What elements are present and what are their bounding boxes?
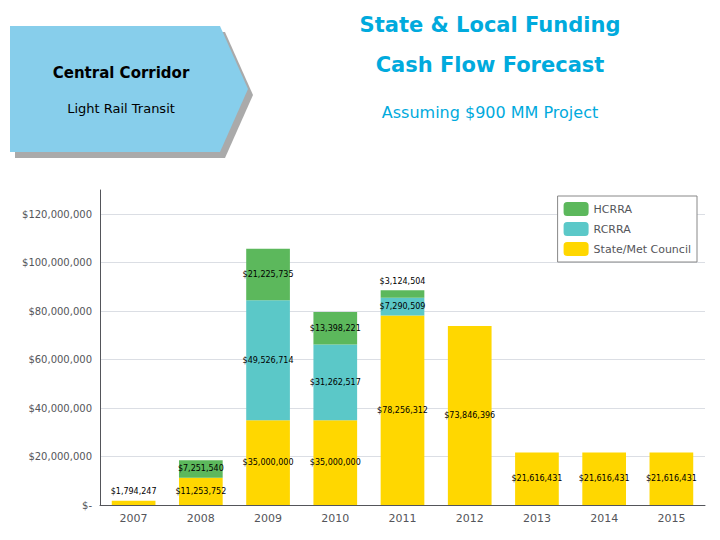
svg-text:HCRRA: HCRRA (594, 203, 633, 216)
svg-text:$60,000,000: $60,000,000 (28, 354, 92, 365)
svg-text:$1,794,247: $1,794,247 (111, 487, 157, 496)
svg-text:$21,616,431: $21,616,431 (511, 474, 562, 483)
svg-text:2011: 2011 (389, 512, 417, 525)
svg-text:$13,398,221: $13,398,221 (310, 324, 361, 333)
svg-text:2008: 2008 (187, 512, 215, 525)
svg-text:$40,000,000: $40,000,000 (28, 403, 92, 414)
svg-text:$20,000,000: $20,000,000 (28, 451, 92, 462)
svg-text:2009: 2009 (254, 512, 282, 525)
svg-text:2010: 2010 (321, 512, 349, 525)
svg-text:Light Rail Transit: Light Rail Transit (67, 101, 175, 116)
svg-text:RCRRA: RCRRA (594, 223, 632, 236)
svg-text:2007: 2007 (120, 512, 148, 525)
svg-text:Central Corridor: Central Corridor (53, 64, 190, 82)
svg-text:$78,256,312: $78,256,312 (377, 406, 428, 415)
svg-text:$73,846,396: $73,846,396 (444, 411, 495, 420)
svg-text:$21,616,431: $21,616,431 (579, 474, 630, 483)
svg-text:State & Local Funding: State & Local Funding (360, 13, 621, 37)
svg-text:$7,290,509: $7,290,509 (380, 302, 426, 311)
svg-text:Cash Flow Forecast: Cash Flow Forecast (376, 53, 605, 77)
svg-text:$3,124,504: $3,124,504 (380, 277, 426, 286)
svg-text:2015: 2015 (657, 512, 685, 525)
svg-text:$120,000,000: $120,000,000 (22, 209, 92, 220)
svg-text:2013: 2013 (523, 512, 551, 525)
svg-text:State/Met Council: State/Met Council (594, 243, 691, 256)
svg-text:$21,225,735: $21,225,735 (243, 270, 294, 279)
svg-text:2012: 2012 (456, 512, 484, 525)
svg-text:$49,526,714: $49,526,714 (243, 356, 294, 365)
svg-text:$21,616,431: $21,616,431 (646, 474, 697, 483)
svg-text:$31,262,517: $31,262,517 (310, 378, 361, 387)
svg-text:2014: 2014 (590, 512, 618, 525)
svg-text:$35,000,000: $35,000,000 (243, 458, 294, 467)
svg-text:$100,000,000: $100,000,000 (22, 257, 92, 268)
svg-text:$80,000,000: $80,000,000 (28, 306, 92, 317)
svg-text:Assuming $900 MM Project: Assuming $900 MM Project (382, 103, 598, 122)
svg-text:$11,253,752: $11,253,752 (175, 487, 226, 496)
svg-text:$7,251,540: $7,251,540 (178, 464, 224, 473)
svg-text:$35,000,000: $35,000,000 (310, 458, 361, 467)
svg-text:$-: $- (82, 500, 92, 511)
